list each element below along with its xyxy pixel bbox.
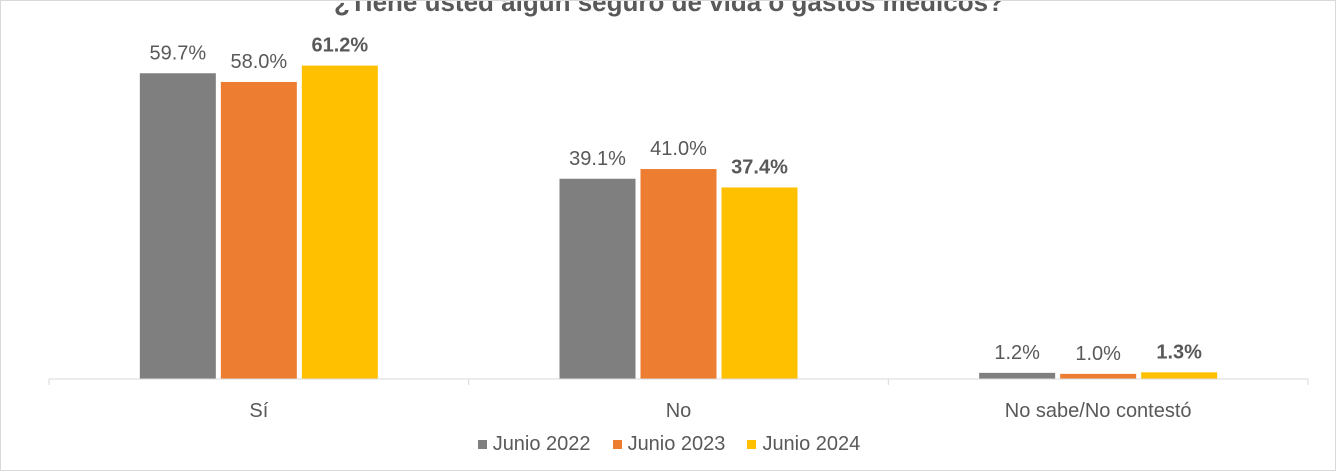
legend-swatch-icon	[477, 440, 487, 449]
category-label-2: No	[666, 400, 692, 422]
bar-2-1	[559, 178, 636, 379]
bar-1-3	[301, 65, 378, 379]
legend-swatch-icon	[747, 440, 757, 449]
category-label-3: No sabe/No contestó	[1005, 400, 1192, 422]
legend-label: Junio 2024	[762, 433, 861, 455]
bar-3-1	[979, 372, 1056, 379]
legend: Junio 2022 Junio 2023 Junio 2024	[1, 433, 1335, 456]
bar-2-2	[640, 169, 717, 379]
chart-title: ¿Tiene usted algún seguro de vida o gast…	[334, 0, 1004, 17]
legend-item-1: Junio 2022	[477, 433, 591, 456]
data-label-3-3: 1.3%	[1156, 341, 1202, 363]
bar-2-3	[721, 187, 798, 379]
bar-3-2	[1060, 373, 1137, 379]
legend-item-3: Junio 2024	[747, 433, 860, 456]
legend-label: Junio 2022	[492, 433, 591, 455]
legend-item-2: Junio 2023	[612, 433, 726, 456]
data-label-2-2: 41.0%	[650, 138, 707, 160]
data-label-1-2: 58.0%	[230, 51, 287, 73]
bar-1-1	[139, 73, 216, 379]
data-label-1-1: 59.7%	[149, 42, 206, 64]
data-label-2-3: 37.4%	[731, 156, 788, 178]
legend-label: Junio 2023	[627, 433, 726, 455]
data-label-3-1: 1.2%	[994, 342, 1040, 364]
bar-3-3	[1141, 372, 1218, 379]
data-label-3-2: 1.0%	[1075, 343, 1121, 365]
data-label-2-1: 39.1%	[569, 148, 626, 170]
legend-swatch-icon	[612, 440, 622, 449]
data-label-1-3: 61.2%	[311, 35, 368, 57]
bar-1-2	[220, 81, 297, 379]
category-label-1: Sí	[249, 400, 268, 422]
